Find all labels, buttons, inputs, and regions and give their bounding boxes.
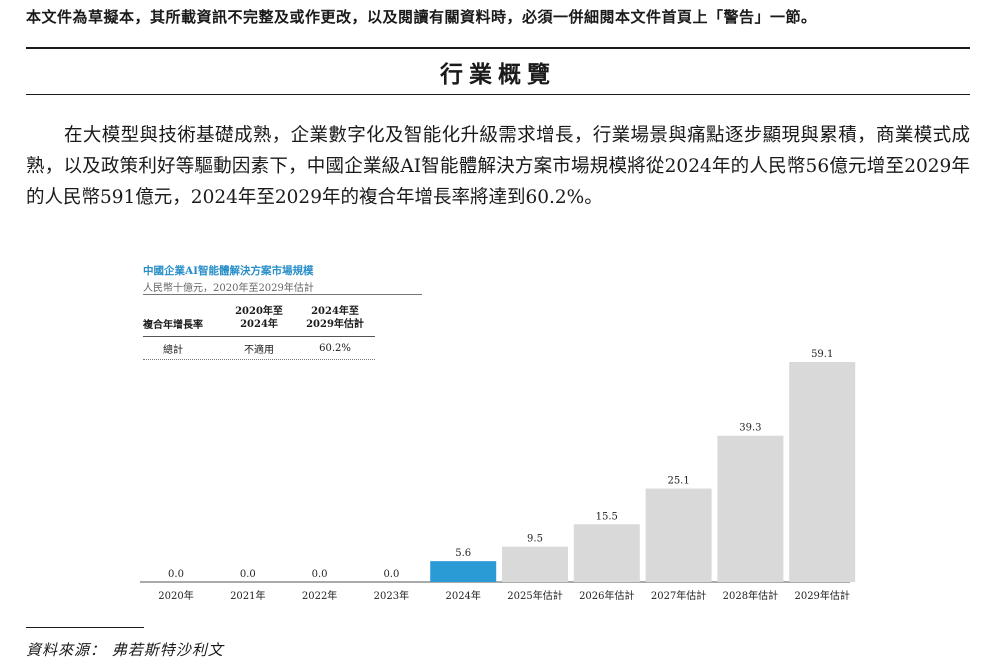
category-label: 2023年 bbox=[374, 589, 409, 602]
bar-value-label: 15.5 bbox=[596, 511, 618, 522]
bar-7 bbox=[645, 488, 712, 582]
draft-warning-header: 本文件為草擬本，其所載資訊不完整及或作更改，以及閱讀有關資料時，必須一併細閱本文… bbox=[26, 8, 817, 26]
category-label: 2022年 bbox=[302, 589, 337, 602]
category-label: 2020年 bbox=[158, 589, 193, 602]
bar-value-label: 0.0 bbox=[312, 569, 328, 580]
section-title: 行業概覽 bbox=[440, 61, 556, 88]
chart-title: 中國企業AI智能體解決方案市場規模 bbox=[143, 265, 314, 277]
bar-8 bbox=[717, 435, 784, 582]
cagr-row-2020-2024: 不適用 bbox=[244, 344, 274, 356]
bar-5 bbox=[502, 546, 568, 582]
category-label: 2025年估計 bbox=[507, 589, 562, 602]
cagr-table-header: 複合年增長率 2020年至 2024年 2024年至 2029年估計 bbox=[143, 300, 375, 337]
bar-value-label: 39.3 bbox=[739, 423, 761, 434]
bar-value-label: 59.1 bbox=[811, 349, 833, 360]
category-label: 2028年估計 bbox=[723, 589, 778, 602]
bar-value-label: 0.0 bbox=[168, 569, 184, 580]
bar-value-label: 25.1 bbox=[667, 476, 689, 487]
bar-value-label: 9.5 bbox=[527, 534, 543, 545]
header-rule-bottom bbox=[26, 94, 970, 95]
table-row: 總計 不適用 60.2% bbox=[143, 337, 375, 360]
bar-value-label: 0.0 bbox=[383, 569, 399, 580]
chart-subtitle-rule bbox=[143, 294, 422, 295]
bar-value-label: 5.6 bbox=[455, 548, 471, 559]
source-rule bbox=[26, 627, 144, 628]
bar-value-label: 0.0 bbox=[240, 569, 256, 580]
bar-4 bbox=[430, 561, 497, 582]
source-note: 資料來源： 弗若斯特沙利文 bbox=[26, 641, 224, 659]
category-label: 2024年 bbox=[445, 589, 480, 602]
chart-subtitle: 人民幣十億元，2020年至2029年估計 bbox=[143, 283, 314, 294]
cagr-row-label: 總計 bbox=[163, 344, 183, 356]
bar-9 bbox=[789, 362, 856, 582]
cagr-header-2020-2024: 2020年至 2024年 bbox=[235, 306, 283, 330]
bar-6 bbox=[573, 524, 640, 582]
cagr-header-2024-2029: 2024年至 2029年估計 bbox=[306, 306, 364, 330]
category-label: 2029年估計 bbox=[794, 589, 849, 602]
cagr-table: 複合年增長率 2020年至 2024年 2024年至 2029年估計 總計 不適… bbox=[143, 300, 375, 360]
category-label: 2021年 bbox=[230, 589, 265, 602]
body-paragraph: 在大模型與技術基礎成熟，企業數字化及智能化升級需求增長，行業場景與痛點逐步顯現與… bbox=[26, 125, 970, 208]
header-rule-top bbox=[26, 47, 970, 49]
cagr-header-label: 複合年增長率 bbox=[143, 319, 203, 331]
category-label: 2026年估計 bbox=[579, 589, 634, 602]
category-label: 2027年估計 bbox=[651, 589, 706, 602]
cagr-row-2024-2029: 60.2% bbox=[319, 342, 351, 354]
